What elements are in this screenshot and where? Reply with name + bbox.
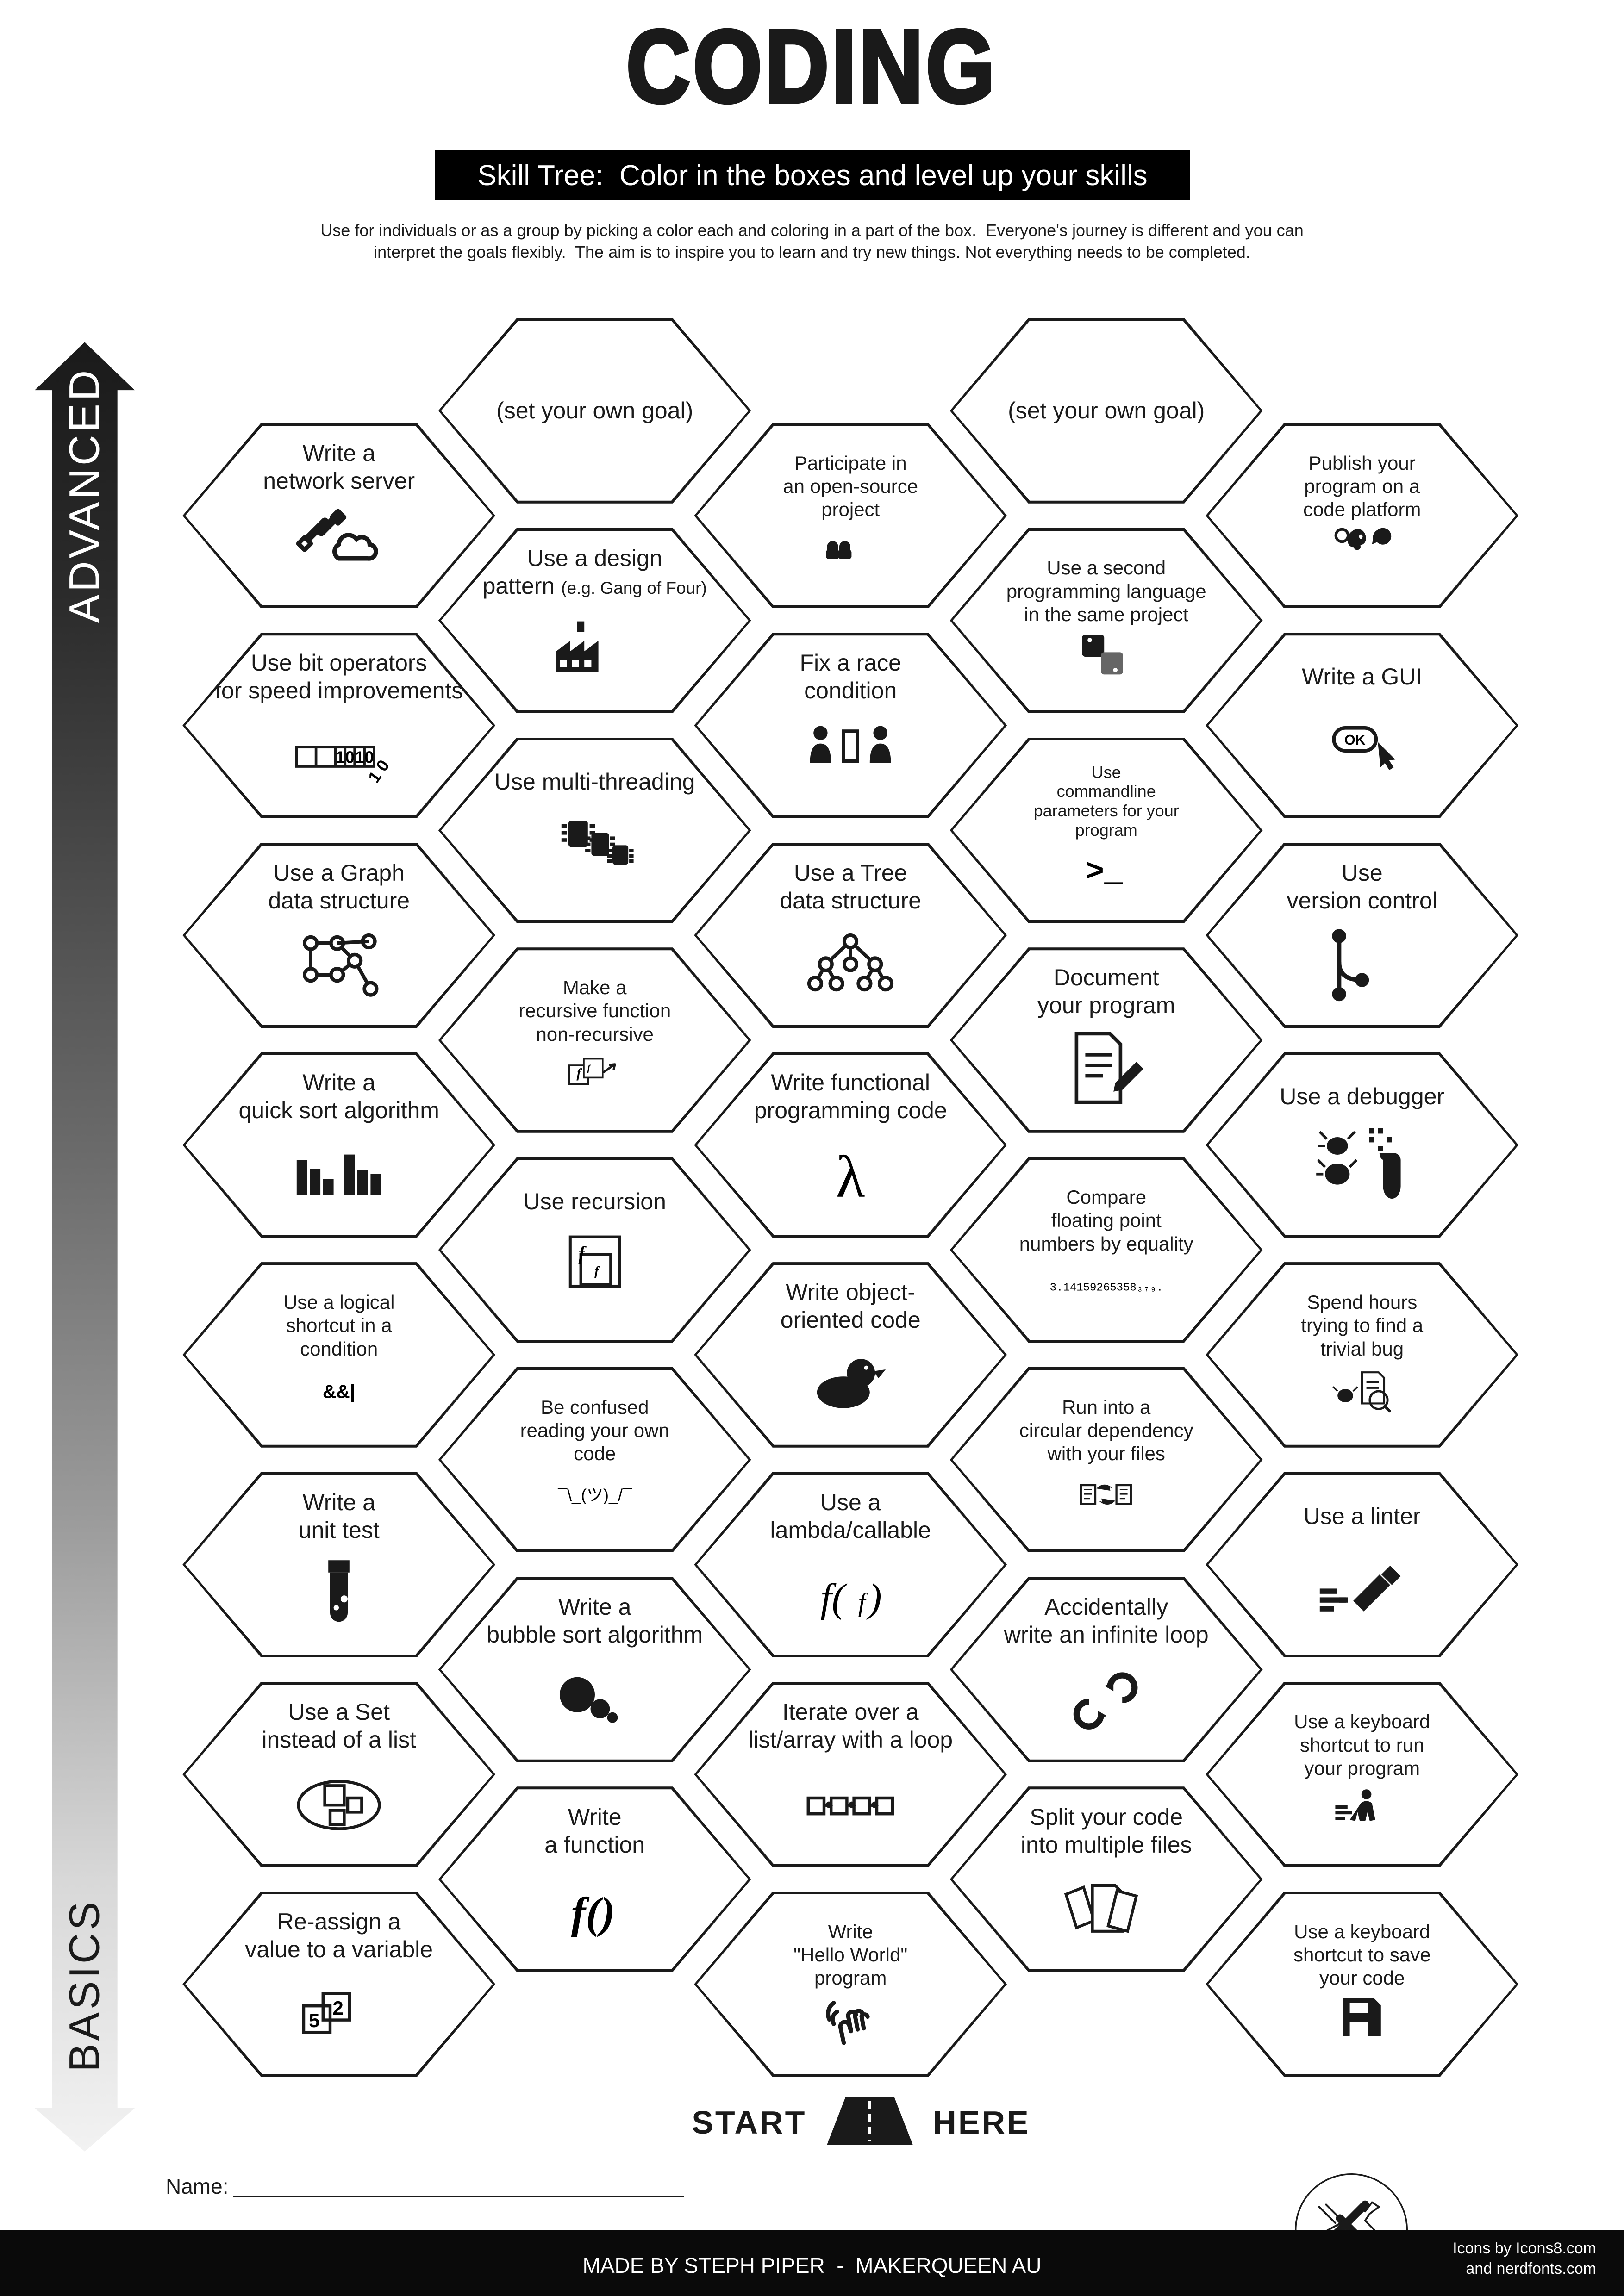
svg-text:0: 0 (345, 748, 355, 767)
svg-text:5: 5 (309, 2010, 319, 2031)
svg-text:1: 1 (355, 748, 364, 767)
svg-text:¯\_(ツ)_/¯: ¯\_(ツ)_/¯ (557, 1485, 632, 1504)
svg-text:λ: λ (836, 1144, 865, 1210)
svg-text:&&|: &&| (323, 1381, 355, 1402)
svg-text:3.14159265358₃₇₉.: 3.14159265358₃₇₉. (1049, 1282, 1163, 1294)
svg-text:>_: >_ (1086, 855, 1123, 890)
svg-text:f: f (858, 1588, 869, 1617)
svg-text:1: 1 (336, 748, 345, 767)
svg-text:): ) (866, 1575, 882, 1620)
svg-text:OK: OK (1344, 732, 1366, 748)
svg-text:2: 2 (333, 1997, 344, 2019)
svg-text:f(): f() (571, 1888, 615, 1937)
svg-text:f(: f( (820, 1575, 847, 1620)
